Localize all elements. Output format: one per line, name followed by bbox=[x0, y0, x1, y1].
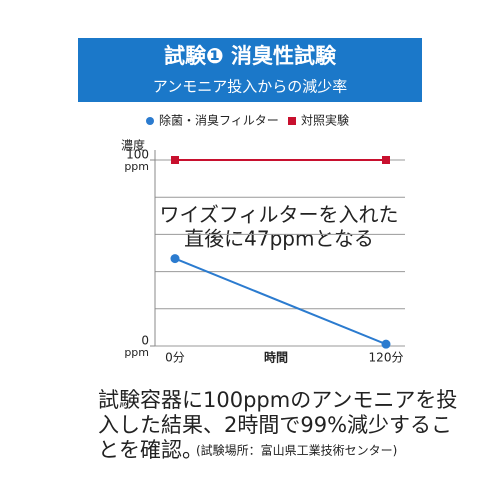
data-point bbox=[171, 156, 179, 164]
legend-marker bbox=[288, 117, 296, 125]
caption-note: (試験場所：富山県工業技術センター) bbox=[196, 443, 397, 458]
caption: 入した結果、2時間で99%減少するこ bbox=[98, 413, 452, 437]
y-tick-label: 100 bbox=[126, 148, 149, 162]
series-line bbox=[174, 257, 387, 346]
x-axis-label: 時間 bbox=[264, 350, 288, 365]
caption: とを確認。 bbox=[98, 438, 203, 462]
annotation: 直後に47ppmとなる bbox=[184, 227, 374, 251]
legend-label: 対照実験 bbox=[301, 113, 349, 128]
header-box bbox=[78, 38, 422, 102]
x-tick-label: 120分 bbox=[369, 351, 404, 365]
caption: 試験容器に100ppmのアンモニアを投 bbox=[98, 388, 457, 412]
data-point bbox=[170, 254, 180, 264]
y-unit: ppm bbox=[124, 346, 149, 359]
legend-marker bbox=[146, 117, 154, 125]
y-unit: ppm bbox=[124, 160, 149, 173]
chart-subtitle: アンモニア投入からの減少率 bbox=[153, 78, 347, 96]
data-point bbox=[382, 156, 390, 164]
y-axis-label: 濃度 bbox=[121, 138, 145, 153]
data-point bbox=[381, 339, 391, 349]
legend-label: 除菌・消臭フィルター bbox=[159, 113, 279, 128]
y-tick-label: 0 bbox=[141, 334, 149, 348]
x-tick-label: 0分 bbox=[165, 351, 185, 365]
chart-title: 試験❶ 消臭性試験 bbox=[164, 44, 337, 68]
annotation: ワイズフィルターを入れた bbox=[160, 203, 399, 227]
